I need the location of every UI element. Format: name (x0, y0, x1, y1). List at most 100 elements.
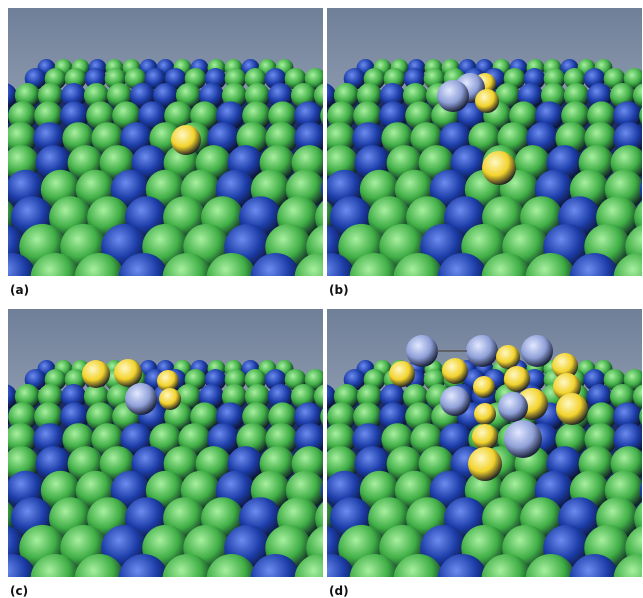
lavender-atom (437, 80, 469, 112)
green-substrate-atom (623, 68, 642, 90)
green-substrate-atom (587, 402, 616, 431)
green-substrate-atom (632, 384, 642, 409)
blue-substrate-atom (267, 83, 294, 109)
green-substrate-atom (244, 83, 271, 109)
green-substrate-atom (393, 253, 444, 276)
green-substrate-atom (30, 554, 81, 577)
green-substrate-atom (34, 402, 63, 431)
green-substrate-atom (268, 101, 297, 130)
blue-substrate-atom (327, 554, 356, 577)
yellow-adatom (496, 345, 520, 369)
yellow-adatom (474, 403, 496, 425)
blue-substrate-atom (60, 384, 87, 410)
atom-scene (8, 8, 323, 276)
panel-label-d: (d) (329, 584, 349, 598)
blue-substrate-atom (152, 83, 179, 109)
yellow-adatom (504, 366, 530, 392)
lavender-atom (406, 335, 438, 367)
lavender-atom (466, 335, 498, 367)
green-substrate-atom (587, 101, 616, 130)
green-substrate-atom (304, 369, 323, 391)
lavender-atom (440, 386, 470, 416)
green-substrate-atom (356, 83, 383, 109)
green-substrate-atom (162, 554, 213, 577)
green-substrate-atom (327, 402, 356, 431)
yellow-adatom (552, 353, 578, 379)
yellow-adatom (482, 151, 516, 185)
blue-substrate-atom (320, 180, 323, 199)
green-substrate-atom (632, 83, 642, 108)
green-substrate-atom (393, 554, 444, 577)
blue-substrate-atom (8, 384, 18, 409)
green-substrate-atom (468, 122, 501, 155)
green-substrate-atom (74, 253, 125, 276)
blue-substrate-atom (294, 402, 323, 431)
green-substrate-atom (294, 554, 323, 577)
blue-substrate-atom (639, 481, 642, 500)
blue-substrate-atom (250, 554, 301, 577)
blue-substrate-atom (320, 481, 323, 500)
green-substrate-atom (639, 107, 642, 125)
atom-scene (327, 8, 642, 276)
blue-substrate-atom (569, 253, 620, 276)
blue-substrate-atom (327, 83, 337, 108)
blue-substrate-atom (379, 384, 406, 410)
blue-substrate-atom (327, 384, 337, 409)
blue-substrate-atom (437, 253, 488, 276)
green-substrate-atom (244, 384, 271, 410)
yellow-adatom (472, 424, 498, 450)
green-substrate-atom (349, 554, 400, 577)
blue-substrate-atom (118, 554, 169, 577)
green-substrate-atom (8, 101, 37, 130)
blue-substrate-atom (60, 83, 87, 109)
blue-substrate-atom (586, 83, 613, 109)
atom-scene (327, 309, 642, 577)
green-substrate-atom (294, 253, 323, 276)
green-substrate-atom (206, 253, 257, 276)
yellow-adatom (157, 370, 179, 392)
yellow-adatom (389, 361, 415, 387)
green-substrate-atom (353, 101, 382, 130)
panel-d (327, 309, 642, 577)
blue-substrate-atom (569, 554, 620, 577)
green-substrate-atom (481, 554, 532, 577)
blue-substrate-atom (8, 83, 18, 108)
yellow-adatom (473, 376, 495, 398)
green-substrate-atom (162, 253, 213, 276)
green-substrate-atom (349, 253, 400, 276)
panel-c (8, 309, 323, 577)
blue-substrate-atom (8, 554, 37, 577)
panel-label-c: (c) (10, 584, 29, 598)
lavender-atom (504, 420, 542, 458)
blue-substrate-atom (437, 554, 488, 577)
green-substrate-atom (320, 107, 323, 125)
lavender-atom (498, 392, 528, 422)
green-substrate-atom (304, 68, 323, 90)
lavender-atom (521, 335, 553, 367)
green-substrate-atom (481, 253, 532, 276)
panel-a (8, 8, 323, 276)
yellow-adatom (556, 393, 588, 425)
green-substrate-atom (8, 402, 37, 431)
green-substrate-atom (327, 101, 356, 130)
green-substrate-atom (320, 408, 323, 426)
green-substrate-atom (613, 554, 642, 577)
panel-b (327, 8, 642, 276)
atom-scene (8, 309, 323, 577)
green-substrate-atom (268, 402, 297, 431)
green-substrate-atom (353, 402, 382, 431)
blue-substrate-atom (327, 253, 356, 276)
yellow-adatom (159, 388, 181, 410)
blue-substrate-atom (586, 384, 613, 410)
blue-substrate-atom (8, 253, 37, 276)
green-substrate-atom (37, 384, 64, 410)
yellow-adatom (114, 359, 142, 387)
yellow-adatom (468, 447, 502, 481)
blue-substrate-atom (267, 384, 294, 410)
blue-substrate-atom (379, 83, 406, 109)
yellow-adatom (171, 125, 201, 155)
green-substrate-atom (525, 253, 576, 276)
panel-label-b: (b) (329, 283, 349, 297)
green-substrate-atom (356, 384, 383, 410)
green-substrate-atom (149, 423, 182, 456)
